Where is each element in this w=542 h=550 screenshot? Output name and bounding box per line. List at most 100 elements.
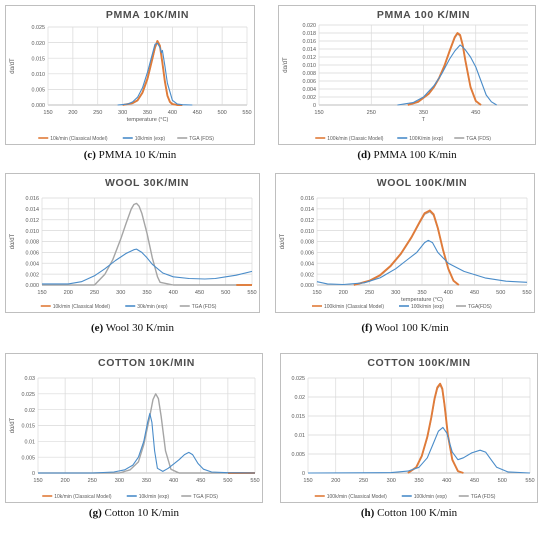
y-tick-label: 0.005 bbox=[22, 455, 36, 461]
y-tick-label: 0.016 bbox=[26, 196, 40, 202]
x-tick-label: 200 bbox=[331, 478, 340, 484]
y-tick-label: 0.002 bbox=[26, 272, 40, 278]
y-axis-label: dα/dT bbox=[10, 417, 16, 433]
chart-svg: PMMA 10K/MIN 0.000 0.005 0.010 0.015 0.020 0.0… bbox=[10, 9, 252, 142]
y-tick-label: 0.008 bbox=[303, 71, 317, 77]
caption-letter: (d) bbox=[357, 149, 371, 161]
figure-caption: (e) Wool 30 K/min bbox=[5, 322, 260, 334]
x-tick-label: 450 bbox=[470, 478, 479, 484]
x-tick-label: 300 bbox=[391, 290, 400, 296]
y-tick-label: 0 bbox=[313, 103, 316, 109]
caption-letter: (h) bbox=[360, 507, 375, 519]
y-tick-label: 0.006 bbox=[301, 251, 315, 257]
chart-panel-f: WOOL 100K/MIN 0.000 0.002 0.004 0.006 0.008 0.… bbox=[275, 173, 535, 338]
chart-panel-h: COTTON 100K/MIN 0 0.005 0.01 0.015 0.02 0.025 1… bbox=[280, 353, 538, 523]
chart-svg: COTTON 10K/MIN 0 0.005 0.01 0.015 0.02 0.025 0.… bbox=[10, 357, 260, 500]
x-tick-label: 250 bbox=[365, 290, 374, 296]
figure-caption: (g) Cotton 10 K/min bbox=[5, 507, 263, 519]
caption-text: PMMA 10 K/min bbox=[95, 149, 177, 161]
y-tick-label: 0.002 bbox=[303, 95, 317, 101]
caption-letter: (g) bbox=[88, 507, 102, 519]
figure-caption: (d) PMMA 100 K/min bbox=[278, 149, 536, 161]
figure-caption: (f) Wool 100 K/min bbox=[275, 322, 535, 334]
x-axis-label: temperature (°C) bbox=[401, 297, 443, 303]
x-tick-label: 500 bbox=[498, 478, 507, 484]
y-tick-label: 0.000 bbox=[301, 283, 315, 289]
chart-frame bbox=[278, 5, 536, 145]
legend-label: 100k/min (exp) bbox=[414, 494, 447, 500]
chart-frame bbox=[5, 5, 255, 145]
x-tick-label: 150 bbox=[312, 290, 321, 296]
chart-title: WOOL 30K/MIN bbox=[105, 177, 189, 189]
series-line-model bbox=[122, 40, 183, 106]
legend-label: 10k/min (Classical Model) bbox=[54, 494, 112, 500]
y-tick-label: 0.010 bbox=[303, 63, 317, 69]
x-tick-label: 150 bbox=[33, 478, 42, 484]
y-tick-label: 0.002 bbox=[301, 272, 315, 278]
legend-label: 100k/min (Classic Model) bbox=[327, 136, 383, 142]
x-tick-label: 400 bbox=[168, 110, 177, 116]
legend-label: 100K/min (exp) bbox=[409, 136, 443, 142]
series-line-exp bbox=[117, 42, 193, 106]
y-tick-label: 0.000 bbox=[26, 283, 40, 289]
x-tick-label: 400 bbox=[169, 290, 178, 296]
series-line-exp bbox=[307, 426, 531, 474]
chart-svg: PMMA 100 K/MIN 0 0.002 0.004 0.006 0.008 0.010… bbox=[283, 9, 528, 142]
x-tick-label: 150 bbox=[37, 290, 46, 296]
y-axis-label: dα/dT bbox=[280, 233, 286, 249]
x-tick-label: 350 bbox=[142, 290, 151, 296]
x-tick-label: 450 bbox=[193, 110, 202, 116]
x-tick-label: 300 bbox=[387, 478, 396, 484]
x-tick-label: 500 bbox=[223, 478, 232, 484]
y-tick-label: 0.010 bbox=[32, 72, 46, 78]
chart-panel-e: WOOL 30K/MIN 0.000 0.002 0.004 0.006 0.008 0.0… bbox=[5, 173, 260, 338]
chart-frame bbox=[5, 173, 260, 313]
caption-text: Wool 30 K/min bbox=[103, 322, 174, 334]
y-tick-label: 0.004 bbox=[303, 87, 317, 93]
legend-label: TGA (FDS) bbox=[466, 136, 491, 142]
legend-label: TGA(FDS) bbox=[468, 304, 492, 310]
x-tick-label: 350 bbox=[142, 478, 151, 484]
chart-title: COTTON 100K/MIN bbox=[367, 357, 470, 369]
y-tick-label: 0.018 bbox=[303, 31, 317, 37]
y-tick-label: 0.012 bbox=[303, 55, 317, 61]
figure-caption: (h) Cotton 100 K/min bbox=[280, 507, 538, 519]
y-tick-label: 0.025 bbox=[22, 392, 36, 398]
legend-label: 10k/min (Classical Model) bbox=[53, 304, 111, 310]
x-tick-label: 550 bbox=[250, 478, 259, 484]
x-tick-label: 350 bbox=[417, 290, 426, 296]
chart-title: PMMA 100 K/MIN bbox=[377, 9, 470, 21]
x-tick-label: 550 bbox=[247, 290, 256, 296]
series-line-exp bbox=[397, 44, 497, 106]
chart-panel-d: PMMA 100 K/MIN 0 0.002 0.004 0.006 0.008 0.010… bbox=[278, 5, 536, 165]
legend-label: TGA (FDS) bbox=[193, 494, 218, 500]
y-tick-label: 0.004 bbox=[301, 261, 315, 267]
y-tick-label: 0.010 bbox=[301, 229, 315, 235]
x-tick-label: 250 bbox=[90, 290, 99, 296]
chart-svg: COTTON 100K/MIN 0 0.005 0.01 0.015 0.02 0.025 1… bbox=[292, 357, 535, 500]
x-tick-label: 450 bbox=[195, 290, 204, 296]
x-tick-label: 350 bbox=[143, 110, 152, 116]
y-tick-label: 0.03 bbox=[25, 376, 36, 382]
x-tick-label: 400 bbox=[169, 478, 178, 484]
y-tick-label: 0.010 bbox=[26, 229, 40, 235]
caption-text: Cotton 100 K/min bbox=[374, 507, 458, 519]
y-tick-label: 0.01 bbox=[25, 440, 36, 446]
y-tick-label: 0.025 bbox=[32, 25, 46, 31]
legend-label: 100k/min (Classical Model) bbox=[324, 304, 384, 310]
x-axis-label: temperature (°C) bbox=[127, 117, 169, 123]
x-axis-label: T bbox=[422, 117, 426, 123]
x-tick-label: 450 bbox=[471, 110, 480, 116]
y-tick-label: 0.006 bbox=[26, 251, 40, 257]
caption-text: PMMA 100 K/min bbox=[370, 149, 457, 161]
x-tick-label: 300 bbox=[118, 110, 127, 116]
legend-label: 10k/min (exp) bbox=[139, 494, 170, 500]
series-line-model bbox=[407, 32, 482, 106]
x-tick-label: 300 bbox=[115, 478, 124, 484]
series-line-exp bbox=[38, 412, 256, 474]
y-tick-label: 0.008 bbox=[301, 240, 315, 246]
y-tick-label: 0.02 bbox=[25, 408, 36, 414]
chart-frame bbox=[275, 173, 535, 313]
chart-svg: WOOL 30K/MIN 0.000 0.002 0.004 0.006 0.008 0.0… bbox=[10, 177, 257, 310]
y-tick-label: 0.006 bbox=[303, 79, 317, 85]
